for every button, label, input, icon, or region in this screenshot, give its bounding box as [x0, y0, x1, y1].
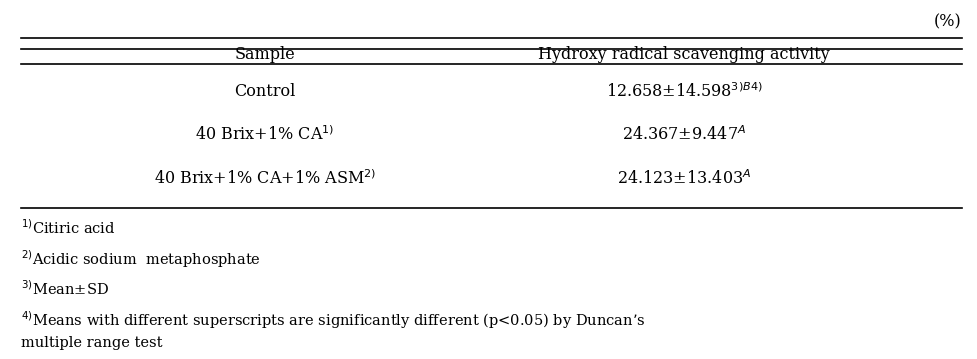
- Text: 40 Brix+1% CA+1% ASM$^{2)}$: 40 Brix+1% CA+1% ASM$^{2)}$: [153, 169, 375, 188]
- Text: $^{3)}$Mean±SD: $^{3)}$Mean±SD: [21, 279, 108, 298]
- Text: Control: Control: [234, 83, 295, 100]
- Text: Hydroxy radical scavenging activity: Hydroxy radical scavenging activity: [537, 46, 829, 63]
- Text: 40 Brix+1% CA$^{1)}$: 40 Brix+1% CA$^{1)}$: [194, 126, 334, 144]
- Text: 24.123±13.403$^{A}$: 24.123±13.403$^{A}$: [616, 169, 750, 188]
- Text: (%): (%): [933, 14, 961, 31]
- Text: 24.367±9.447$^{A}$: 24.367±9.447$^{A}$: [621, 126, 745, 144]
- Text: $^{2)}$Acidic sodium  metaphosphate: $^{2)}$Acidic sodium metaphosphate: [21, 249, 261, 270]
- Text: 12.658±14.598$^{3)B4)}$: 12.658±14.598$^{3)B4)}$: [605, 82, 762, 101]
- Text: Sample: Sample: [234, 46, 295, 63]
- Text: $^{1)}$Citiric acid: $^{1)}$Citiric acid: [21, 218, 115, 237]
- Text: $^{4)}$Means with different superscripts are significantly different (p<0.05) by: $^{4)}$Means with different superscripts…: [21, 310, 645, 350]
